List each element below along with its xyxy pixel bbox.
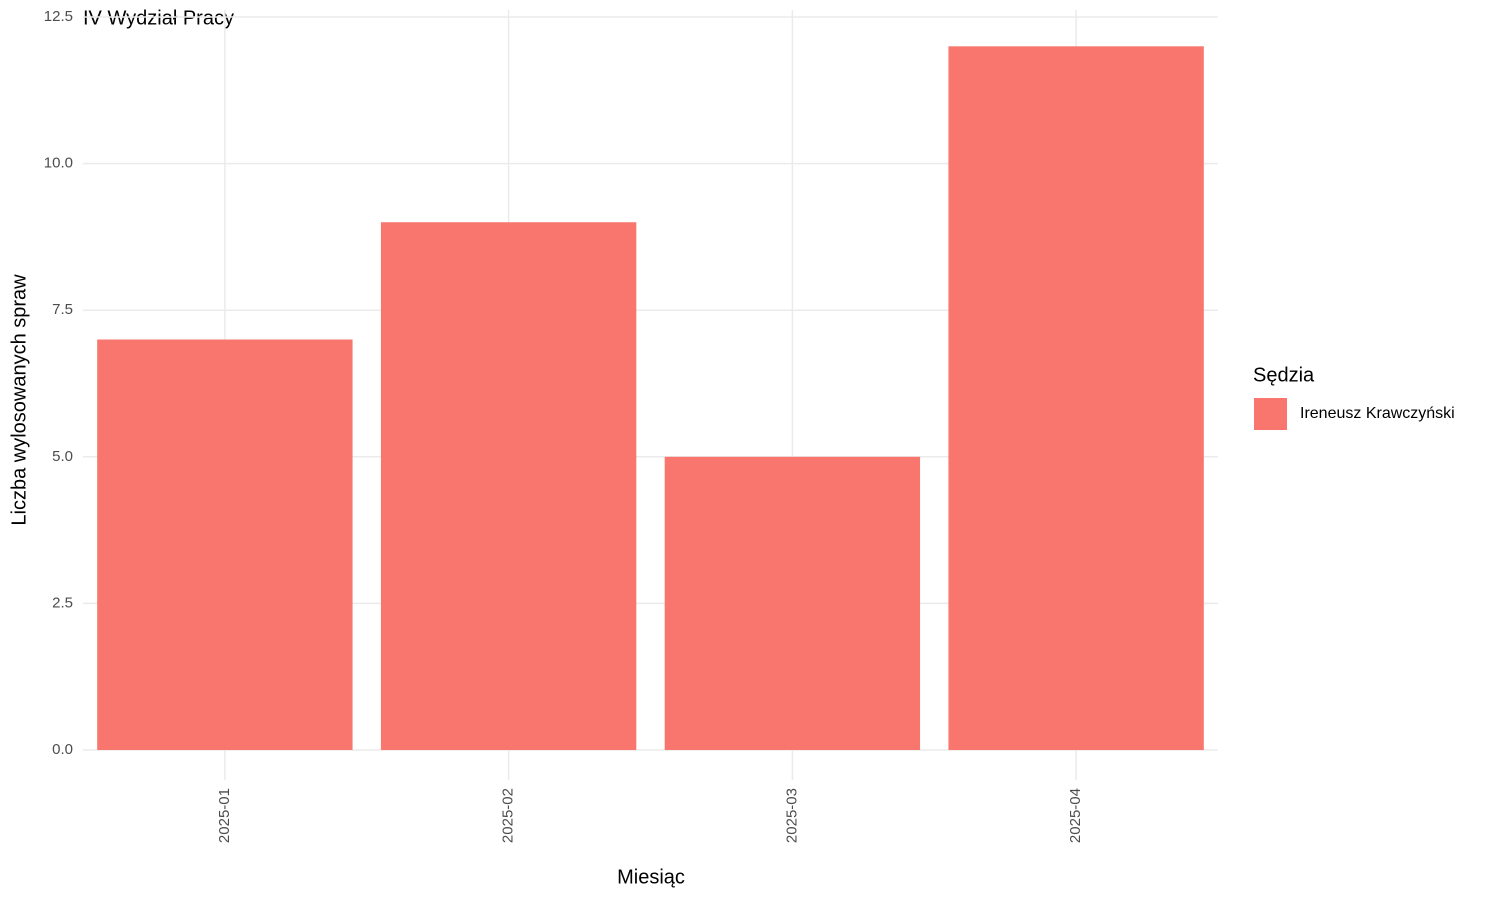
y-tick-label: 2.5 [52,594,73,611]
x-axis-title: Miesiąc [617,866,685,888]
bar [948,46,1204,750]
y-axis-title: Liczba wylosowanych spraw [8,274,30,526]
x-tick-label: 2025-02 [500,788,517,843]
legend-title: Sędzia [1253,364,1315,386]
legend-key [1254,398,1287,430]
x-tick-label: 2025-01 [216,788,233,843]
y-tick-label: 7.5 [52,301,73,318]
x-tick-label: 2025-03 [783,788,800,843]
y-tick-label: 12.5 [44,8,73,25]
y-tick-label: 10.0 [44,155,73,172]
bar [664,456,921,750]
bar [97,339,353,750]
y-tick-label: 0.0 [52,741,73,758]
y-tick-label: 5.0 [52,448,73,465]
x-tick-label: 2025-04 [1067,788,1084,843]
legend-label: Ireneusz Krawczyński [1300,405,1455,422]
bar [380,222,637,751]
chart-title: IV Wydział Pracy [83,7,234,29]
